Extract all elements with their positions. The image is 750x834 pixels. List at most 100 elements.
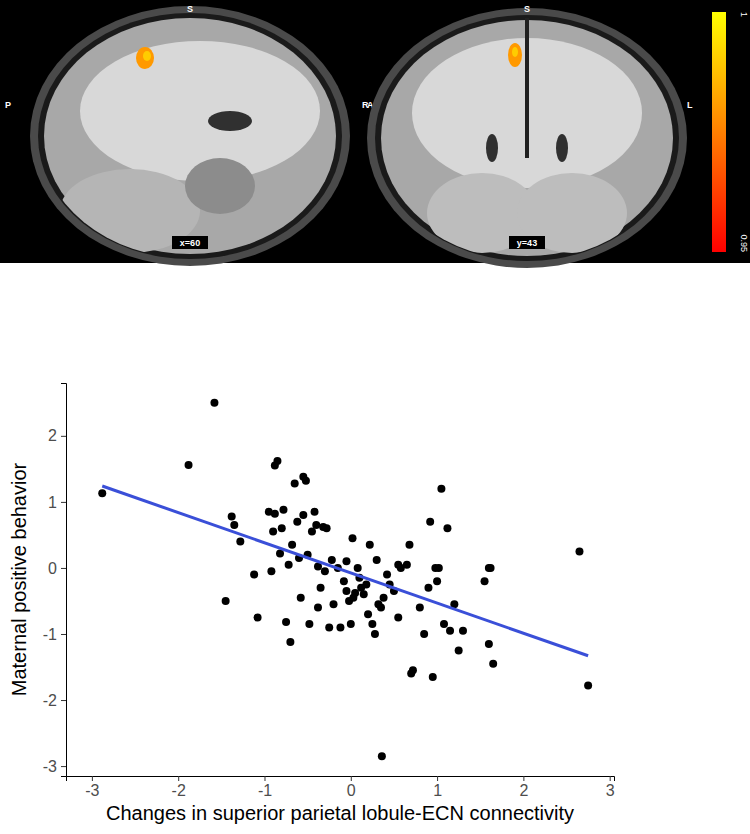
activation-peak	[512, 47, 518, 57]
tick-label: 0	[48, 560, 57, 577]
point	[380, 594, 388, 602]
tick-mark	[610, 776, 611, 781]
tick-mark	[61, 568, 66, 569]
slice-label: y=43	[509, 236, 545, 249]
head-outline	[367, 8, 687, 268]
tick-mark	[351, 776, 352, 781]
colorbar	[712, 12, 726, 252]
point	[222, 597, 230, 605]
point	[459, 627, 467, 635]
point	[429, 673, 437, 681]
tick-label: -1	[43, 626, 57, 643]
tick-mark	[523, 776, 524, 781]
tick-label: 2	[48, 427, 57, 444]
tick-label: -2	[172, 782, 186, 799]
tick: 3	[606, 776, 615, 799]
tick-mark	[61, 436, 66, 437]
tick-mark	[61, 700, 66, 701]
point	[420, 630, 428, 638]
temporal-lobe	[185, 158, 255, 214]
tick: -3	[43, 758, 66, 775]
tick: 2	[519, 776, 528, 799]
point	[302, 477, 310, 485]
point	[312, 521, 320, 529]
point	[314, 604, 322, 612]
tick: -2	[43, 692, 66, 709]
tick: 2	[48, 427, 66, 444]
point	[323, 524, 331, 532]
point	[336, 623, 344, 631]
point	[185, 461, 193, 469]
activation-peak	[143, 51, 151, 61]
point	[485, 564, 493, 572]
midline	[525, 18, 529, 158]
point	[489, 660, 497, 668]
point	[455, 647, 463, 655]
point	[364, 610, 372, 618]
point	[342, 557, 350, 565]
tick-label: -2	[43, 692, 57, 709]
point	[269, 528, 277, 536]
point	[433, 577, 441, 585]
point	[377, 604, 385, 612]
point	[354, 564, 362, 572]
point	[321, 567, 329, 575]
point	[317, 584, 325, 592]
tick-label: 0	[347, 782, 356, 799]
point	[371, 630, 379, 638]
point	[575, 547, 583, 555]
ventricle	[208, 111, 252, 131]
point	[360, 590, 368, 598]
tick: -1	[43, 626, 66, 643]
point	[446, 627, 454, 635]
point	[291, 479, 299, 487]
point	[286, 638, 294, 646]
scatter-chart: -3-2-10123-3-2-1012Changes in superior p…	[8, 384, 615, 825]
point	[305, 620, 313, 628]
point	[403, 561, 411, 569]
tick-mark	[61, 634, 66, 635]
figure: SPAx=60SRLy=430.951-3-2-10123-3-2-1012Ch…	[0, 0, 750, 834]
point	[325, 623, 333, 631]
tick-label: -3	[43, 758, 57, 775]
point	[435, 564, 443, 572]
tick: 0	[48, 560, 66, 577]
orientation-label: L	[687, 100, 693, 110]
tick: 1	[48, 494, 66, 511]
skull	[38, 13, 342, 259]
point	[273, 457, 281, 465]
plot-area	[98, 399, 592, 760]
axis-line	[61, 384, 67, 777]
brain-slice	[367, 8, 687, 268]
point	[328, 556, 336, 564]
point	[409, 666, 417, 674]
tick: -3	[85, 776, 99, 799]
point	[394, 613, 402, 621]
y-axis: -3 -2 -1 0 1 2	[43, 384, 67, 777]
point	[351, 589, 359, 597]
point	[98, 489, 106, 497]
tick: 1	[433, 776, 442, 799]
point	[378, 752, 386, 760]
tick-mark	[61, 766, 66, 767]
point	[424, 584, 432, 592]
point	[443, 524, 451, 532]
point	[308, 528, 316, 536]
point	[330, 600, 338, 608]
tick-label: 2	[519, 782, 528, 799]
point	[230, 521, 238, 529]
point	[254, 613, 262, 621]
points	[98, 399, 592, 760]
cerebellum	[60, 169, 200, 253]
slice-label-box	[172, 236, 208, 249]
x-axis: -3-2-10123	[67, 776, 615, 799]
point	[285, 561, 293, 569]
activation-cluster	[508, 43, 522, 67]
axis-line	[67, 777, 615, 782]
point	[293, 518, 301, 526]
point	[440, 620, 448, 628]
y-axis-title: Maternal positive behavior	[8, 462, 30, 696]
point	[383, 571, 391, 579]
point	[265, 508, 273, 516]
tick-mark	[178, 776, 179, 781]
